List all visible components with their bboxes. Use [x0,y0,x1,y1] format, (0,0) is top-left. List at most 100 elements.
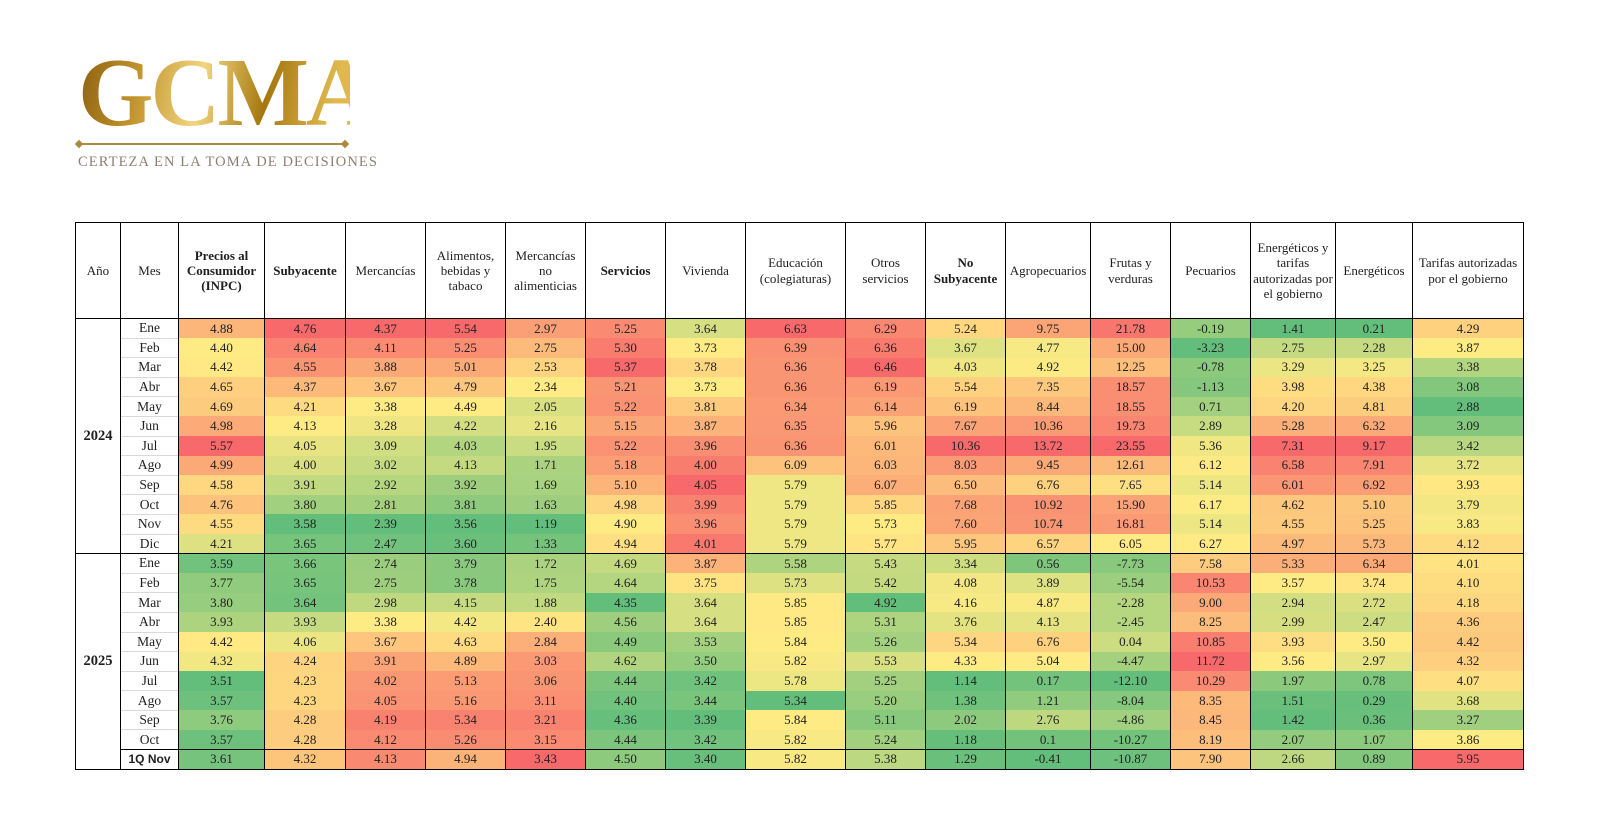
month-label: Sep [120,709,179,730]
heat-cell: 5.22 [585,436,666,456]
column-header: Vivienda [665,222,746,319]
heat-cell: 18.57 [1090,377,1171,397]
heat-cell: 5.57 [178,436,265,456]
month-label: Ago [120,455,179,476]
heat-cell: 4.32 [264,749,346,770]
heat-cell: 6.57 [1005,534,1091,554]
heat-cell: 16.81 [1090,514,1171,535]
heat-cell: 1.75 [505,573,586,593]
heat-cell: 15.90 [1090,494,1171,515]
heat-cell: 5.84 [745,632,846,652]
table-row: Jun 4.32 4.24 3.91 4.89 3.03 4.62 3.50 5.82 5.53 4… [76,651,1524,672]
heat-cell: 4.01 [665,534,746,554]
heat-cell: 3.87 [665,416,746,437]
heat-cell: 7.67 [925,416,1006,437]
heat-cell: 5.14 [1170,514,1251,535]
heat-cell: 7.65 [1090,475,1171,495]
heat-cell: 1.18 [925,729,1006,750]
heat-cell: 4.76 [264,318,346,339]
heat-cell: 3.60 [425,534,506,554]
heat-cell: 9.45 [1005,455,1091,476]
heat-cell: 19.73 [1090,416,1171,437]
heat-cell: 4.23 [264,690,346,711]
column-header: Pecuarios [1170,222,1251,319]
heat-cell: 3.42 [665,671,746,691]
heat-cell: 4.24 [264,651,346,672]
month-label: Jun [120,651,179,672]
heat-cell: 3.28 [345,416,426,437]
heat-cell: 3.74 [1335,573,1413,593]
heat-cell: 4.98 [585,494,666,515]
heat-cell: 3.88 [345,357,426,378]
table-row: 2024 Ene 4.88 4.76 4.37 5.54 2.97 5.25 3.64 6.63 6… [75,318,1524,554]
heat-cell: -0.19 [1170,318,1251,339]
heat-cell: 0.1 [1005,729,1091,750]
heat-cell: 6.03 [845,455,926,476]
heat-cell: 3.87 [665,553,746,574]
heat-cell: 2.66 [1250,749,1336,770]
heat-cell: 6.01 [845,436,926,456]
heat-cell: 8.03 [925,455,1006,476]
heat-cell: 4.05 [665,475,746,495]
heat-cell: 9.75 [1005,318,1091,339]
heat-cell: 4.55 [264,357,346,378]
heat-cell: 4.36 [585,710,666,730]
heat-cell: 3.73 [665,338,746,358]
heat-cell: 4.99 [178,455,265,476]
heat-cell: 23.55 [1090,436,1171,456]
heat-cell: 4.05 [345,690,426,711]
inflation-heatmap-table: Año Mes Precios al Consumidor (INPC) Subyac… [75,222,1524,770]
heat-cell: 3.65 [264,534,346,554]
heat-cell: 6.09 [745,455,846,476]
heat-cell: 4.06 [264,632,346,652]
heat-cell: 5.73 [1335,534,1413,554]
heat-cell: 5.24 [845,729,926,750]
heat-cell: 4.12 [1412,534,1524,554]
heat-cell: 1.29 [925,749,1006,770]
heat-cell: 4.02 [345,671,426,691]
heat-cell: 3.87 [1412,338,1524,358]
heat-cell: 12.25 [1090,357,1171,378]
heat-cell: 2.05 [505,396,586,417]
heat-cell: 4.69 [178,396,265,417]
column-header: Alimentos, bebidas y tabaco [425,222,506,319]
heat-cell: 5.10 [1335,494,1413,515]
heat-cell: 2.28 [1335,338,1413,358]
month-label: Sep [120,474,179,495]
heat-cell: 10.85 [1170,632,1251,652]
month-label: Jul [120,670,179,691]
heat-cell: 3.77 [178,573,265,593]
table-row: Abr 3.93 3.93 3.38 4.42 2.40 4.56 3.64 5.85 5.31 3… [76,611,1524,632]
heat-cell: 0.78 [1335,671,1413,691]
heat-cell: 5.25 [1335,514,1413,535]
heat-cell: 6.17 [1170,494,1251,515]
table-row: 2025 Ene 3.59 3.66 2.74 3.79 1.72 4.69 3.87 5.58 5… [75,553,1524,770]
heat-cell: 6.76 [1005,475,1091,495]
heat-cell: 4.42 [178,357,265,378]
heat-cell: 4.64 [585,573,666,593]
month-label: Oct [120,729,179,750]
table-row: May 4.42 4.06 3.67 4.63 2.84 4.49 3.53 5.84 5.26 5… [76,631,1524,652]
heat-cell: 4.13 [264,416,346,437]
column-header: Tarifas autorizadas por el gobierno [1412,222,1524,319]
heat-cell: 5.79 [745,534,846,554]
heat-cell: 3.93 [1412,475,1524,495]
heat-cell: 3.38 [1412,357,1524,378]
heat-cell: 4.13 [1005,612,1091,632]
heat-cell: 3.78 [425,573,506,593]
heat-cell: 4.33 [925,651,1006,672]
heat-cell: 0.89 [1335,749,1413,770]
month-label: Oct [120,494,179,515]
heat-cell: 3.57 [178,729,265,750]
heat-cell: 5.54 [925,377,1006,397]
heat-cell: 5.25 [585,318,666,339]
heat-cell: 1.71 [505,455,586,476]
heat-cell: 5.28 [1250,416,1336,437]
table-row: Jul 5.57 4.05 3.09 4.03 1.95 5.22 3.96 6.36 6.01 1… [76,435,1524,456]
table-row: 1Q Nov 3.61 4.32 4.13 4.94 3.43 4.50 3.40 5.82 5.… [76,749,1524,770]
heat-cell: 10.29 [1170,671,1251,691]
heat-cell: 6.46 [845,357,926,378]
heat-cell: 4.00 [665,455,746,476]
heat-cell: 3.64 [264,592,346,613]
heat-cell: 4.28 [264,710,346,730]
